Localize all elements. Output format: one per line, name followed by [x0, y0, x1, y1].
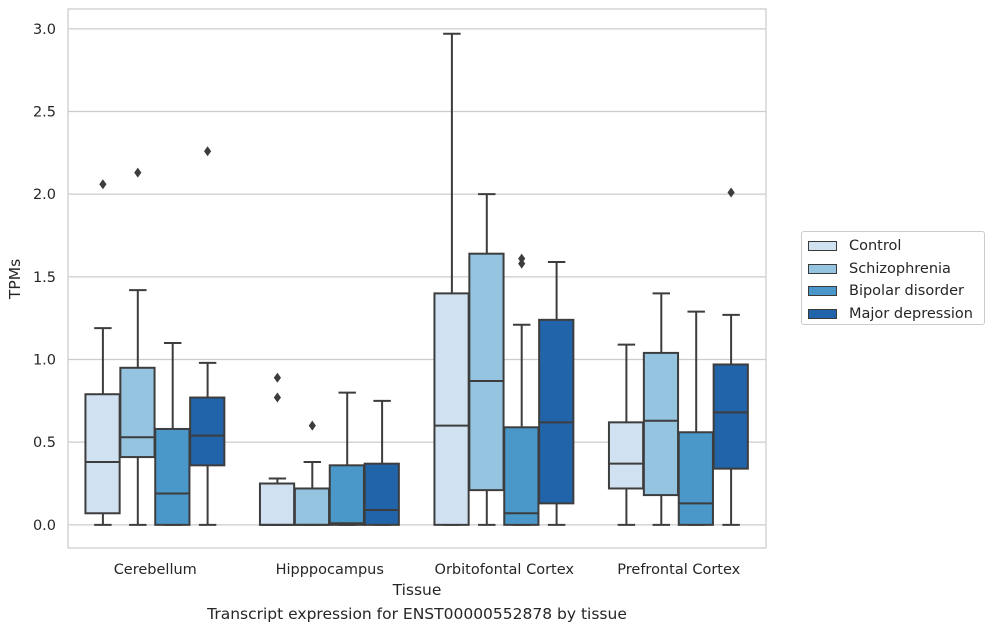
legend-label: Major depression	[849, 305, 973, 322]
box-0-3	[189, 146, 226, 526]
legend-swatch	[808, 308, 837, 319]
legend-item: Major depression	[808, 303, 978, 326]
legend-item: Control	[808, 235, 978, 258]
y-tick-label: 0.5	[33, 435, 56, 451]
x-tick-label: Hipppocampus	[276, 562, 384, 578]
outlier-point	[273, 392, 281, 403]
y-tick-label: 1.0	[33, 353, 56, 369]
box-iqr	[293, 487, 331, 526]
legend-swatch	[808, 263, 837, 274]
box-series	[84, 32, 749, 526]
box-3-1	[642, 292, 680, 526]
legend: Control Schizophrenia Bipolar disorder Majo…	[801, 231, 985, 325]
box-1-2	[328, 391, 365, 526]
box-0-0	[84, 179, 121, 526]
legend-label: Bipolar disorder	[849, 283, 964, 300]
box-iqr	[84, 393, 121, 515]
box-iqr	[433, 292, 470, 526]
box-1-3	[363, 399, 400, 526]
y-axis-label: TPMs	[6, 259, 24, 300]
outlier-point	[204, 146, 212, 157]
box-iqr	[642, 351, 680, 497]
box-2-1	[468, 193, 505, 526]
box-0-1	[119, 167, 156, 526]
box-iqr	[468, 252, 505, 492]
box-1-1	[293, 420, 331, 526]
box-0-2	[154, 341, 191, 526]
y-tick-label: 0.0	[33, 518, 56, 534]
legend-label: Control	[849, 238, 902, 255]
y-tick-labels: 0.0 0.5 1.0 1.5 2.0 2.5 3.0	[33, 22, 56, 534]
outlier-point	[99, 179, 107, 190]
x-axis-label: Tissue	[392, 581, 442, 599]
box-2-0	[433, 32, 470, 526]
box-iqr	[503, 426, 540, 526]
plot-frame	[67, 8, 767, 549]
x-tick-labels: Cerebellum Hipppocampus Orbitofontal Corte…	[114, 562, 741, 578]
x-tick-label: Cerebellum	[114, 562, 197, 578]
box-3-2	[677, 310, 714, 526]
outlier-point	[308, 420, 316, 431]
box-iqr	[363, 462, 400, 526]
box-iqr	[607, 421, 645, 490]
box-iqr	[677, 431, 714, 526]
legend-swatch	[808, 241, 837, 252]
outlier-point	[273, 372, 281, 383]
box-iqr	[154, 427, 191, 526]
legend-swatch	[808, 286, 837, 297]
box-iqr	[328, 464, 365, 526]
box-2-3	[538, 260, 575, 526]
box-3-3	[712, 187, 749, 526]
legend-item: Bipolar disorder	[808, 280, 978, 303]
box-2-2	[503, 253, 540, 526]
outlier-point	[518, 253, 526, 264]
box-iqr	[189, 396, 226, 467]
box-iqr	[119, 366, 156, 459]
x-tick-label: Prefrontal Cortex	[617, 562, 740, 578]
legend-label: Schizophrenia	[849, 260, 951, 277]
legend-item: Schizophrenia	[808, 258, 978, 281]
y-tick-label: 1.5	[33, 270, 56, 286]
box-1-0	[258, 372, 296, 526]
outlier-point	[727, 187, 735, 198]
y-tick-label: 2.0	[33, 187, 56, 203]
outlier-point	[134, 167, 142, 178]
box-3-0	[607, 343, 645, 526]
box-iqr	[258, 482, 296, 526]
y-tick-label: 2.5	[33, 105, 56, 121]
x-tick-label: Orbitofontal Cortex	[435, 562, 575, 578]
box-iqr	[538, 318, 575, 505]
y-tick-label: 3.0	[33, 22, 56, 38]
chart-caption: Transcript expression for ENST0000055287…	[207, 605, 627, 623]
box-iqr	[712, 363, 749, 470]
